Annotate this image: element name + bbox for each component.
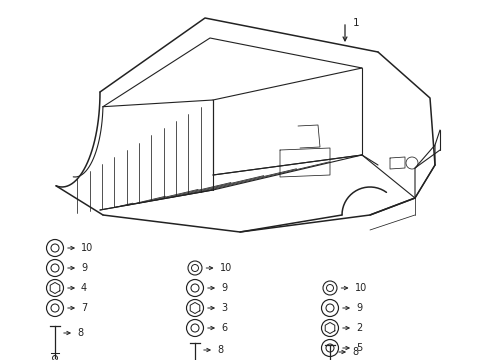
Text: 8: 8 (77, 328, 83, 338)
Text: 9: 9 (81, 263, 87, 273)
Text: 2: 2 (355, 323, 362, 333)
Text: 9: 9 (221, 283, 226, 293)
Text: 8: 8 (217, 345, 223, 355)
Text: 10: 10 (354, 283, 366, 293)
Text: 4: 4 (81, 283, 87, 293)
Text: 5: 5 (355, 343, 362, 353)
Text: 6: 6 (221, 323, 226, 333)
Text: 3: 3 (221, 303, 226, 313)
Text: 8: 8 (351, 347, 357, 357)
Text: 10: 10 (81, 243, 93, 253)
Text: 1: 1 (352, 18, 359, 28)
Text: 10: 10 (219, 263, 231, 273)
Text: 7: 7 (81, 303, 87, 313)
Text: 9: 9 (355, 303, 362, 313)
